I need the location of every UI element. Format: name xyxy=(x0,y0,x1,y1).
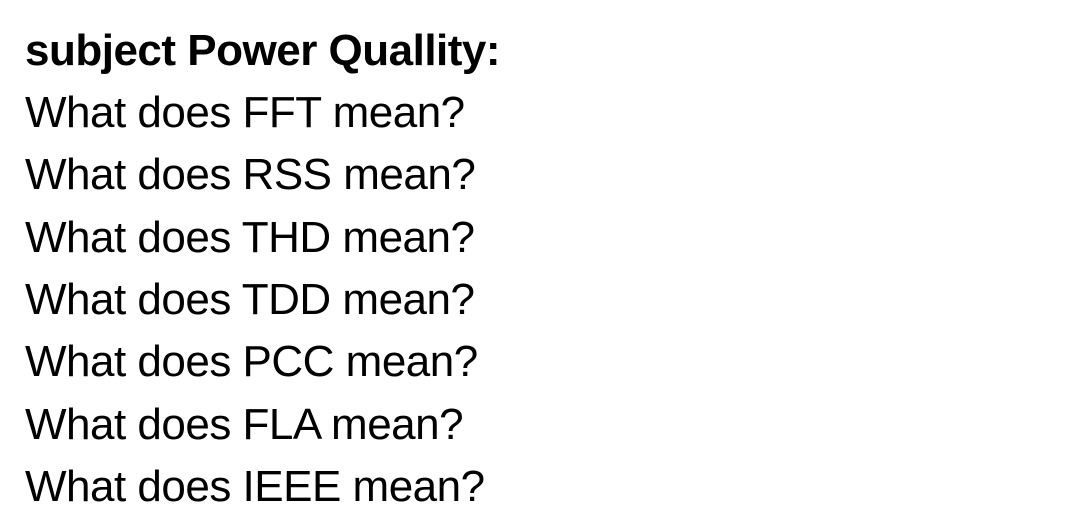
question-item: What does RSS mean? xyxy=(25,144,1055,206)
subject-heading: subject Power Quallity: xyxy=(25,20,1055,82)
question-item: What does FFT mean? xyxy=(25,82,1055,144)
question-item: What does FLA mean? xyxy=(25,394,1055,456)
question-item: What does THD mean? xyxy=(25,207,1055,269)
question-list: What does FFT mean? What does RSS mean? … xyxy=(25,82,1055,519)
question-item: What does TDD mean? xyxy=(25,269,1055,331)
question-item: What does IEEE mean? xyxy=(25,456,1055,518)
question-item: What does PCC mean? xyxy=(25,331,1055,393)
